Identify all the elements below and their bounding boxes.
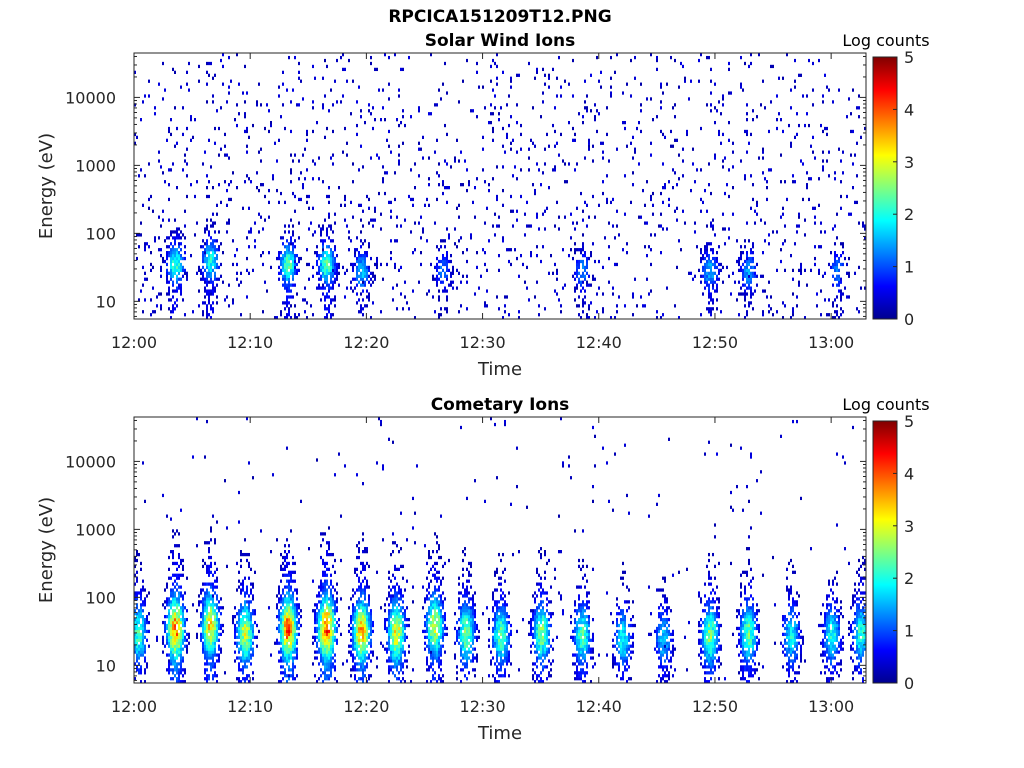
y-tick-label: 100 bbox=[85, 588, 116, 607]
x-axis-label: Time bbox=[477, 359, 522, 380]
heatmap-cells bbox=[134, 417, 866, 684]
x-tick-label: 13:00 bbox=[808, 697, 854, 716]
x-tick-label: 12:40 bbox=[576, 697, 622, 716]
colorbar bbox=[872, 56, 898, 320]
x-tick-label: 12:20 bbox=[343, 697, 389, 716]
y-tick-label: 10000 bbox=[65, 452, 116, 471]
x-tick-label: 13:00 bbox=[808, 333, 854, 352]
colorbar-label-solar-wind: Log counts bbox=[842, 31, 930, 50]
y-tick-label: 10000 bbox=[65, 88, 116, 107]
page-title: RPCICA151209T12.PNG bbox=[388, 7, 612, 27]
colorbar bbox=[872, 420, 898, 684]
x-tick-label: 12:00 bbox=[111, 333, 157, 352]
colorbar-tick-label: 3 bbox=[904, 517, 914, 536]
colorbar-tick-label: 1 bbox=[904, 622, 914, 641]
colorbar-tick-label: 4 bbox=[904, 464, 914, 483]
colorbar-label-cometary: Log counts bbox=[842, 395, 930, 414]
colorbar-tick-label: 5 bbox=[904, 48, 914, 67]
y-tick-label: 1000 bbox=[75, 520, 116, 539]
x-tick-label: 12:10 bbox=[227, 333, 273, 352]
colorbar-tick-label: 3 bbox=[904, 153, 914, 172]
colorbar-tick-label: 2 bbox=[904, 569, 914, 588]
heatmap-cells bbox=[134, 53, 866, 320]
panel-title-solar-wind: Solar Wind Ions bbox=[424, 31, 576, 51]
x-tick-label: 12:50 bbox=[692, 333, 738, 352]
y-tick-label: 100 bbox=[85, 224, 116, 243]
colorbar-tick-label: 2 bbox=[904, 205, 914, 224]
x-tick-label: 12:30 bbox=[460, 333, 506, 352]
y-tick-label: 10 bbox=[96, 292, 116, 311]
x-tick-label: 12:10 bbox=[227, 697, 273, 716]
x-tick-label: 12:20 bbox=[343, 333, 389, 352]
colorbar-tick-label: 5 bbox=[904, 412, 914, 431]
x-tick-label: 12:30 bbox=[460, 697, 506, 716]
x-tick-label: 12:40 bbox=[576, 333, 622, 352]
colorbar-tick-label: 0 bbox=[904, 310, 914, 329]
y-tick-label: 10 bbox=[96, 656, 116, 675]
colorbar-tick-label: 1 bbox=[904, 258, 914, 277]
y-axis-label: Energy (eV) bbox=[36, 497, 57, 603]
x-tick-label: 12:00 bbox=[111, 697, 157, 716]
panel-title-cometary: Cometary Ions bbox=[430, 395, 570, 415]
colorbar-tick-label: 4 bbox=[904, 100, 914, 119]
y-axis-label: Energy (eV) bbox=[36, 133, 57, 239]
x-axis-label: Time bbox=[477, 723, 522, 744]
y-tick-label: 1000 bbox=[75, 156, 116, 175]
x-tick-label: 12:50 bbox=[692, 697, 738, 716]
colorbar-tick-label: 0 bbox=[904, 674, 914, 693]
